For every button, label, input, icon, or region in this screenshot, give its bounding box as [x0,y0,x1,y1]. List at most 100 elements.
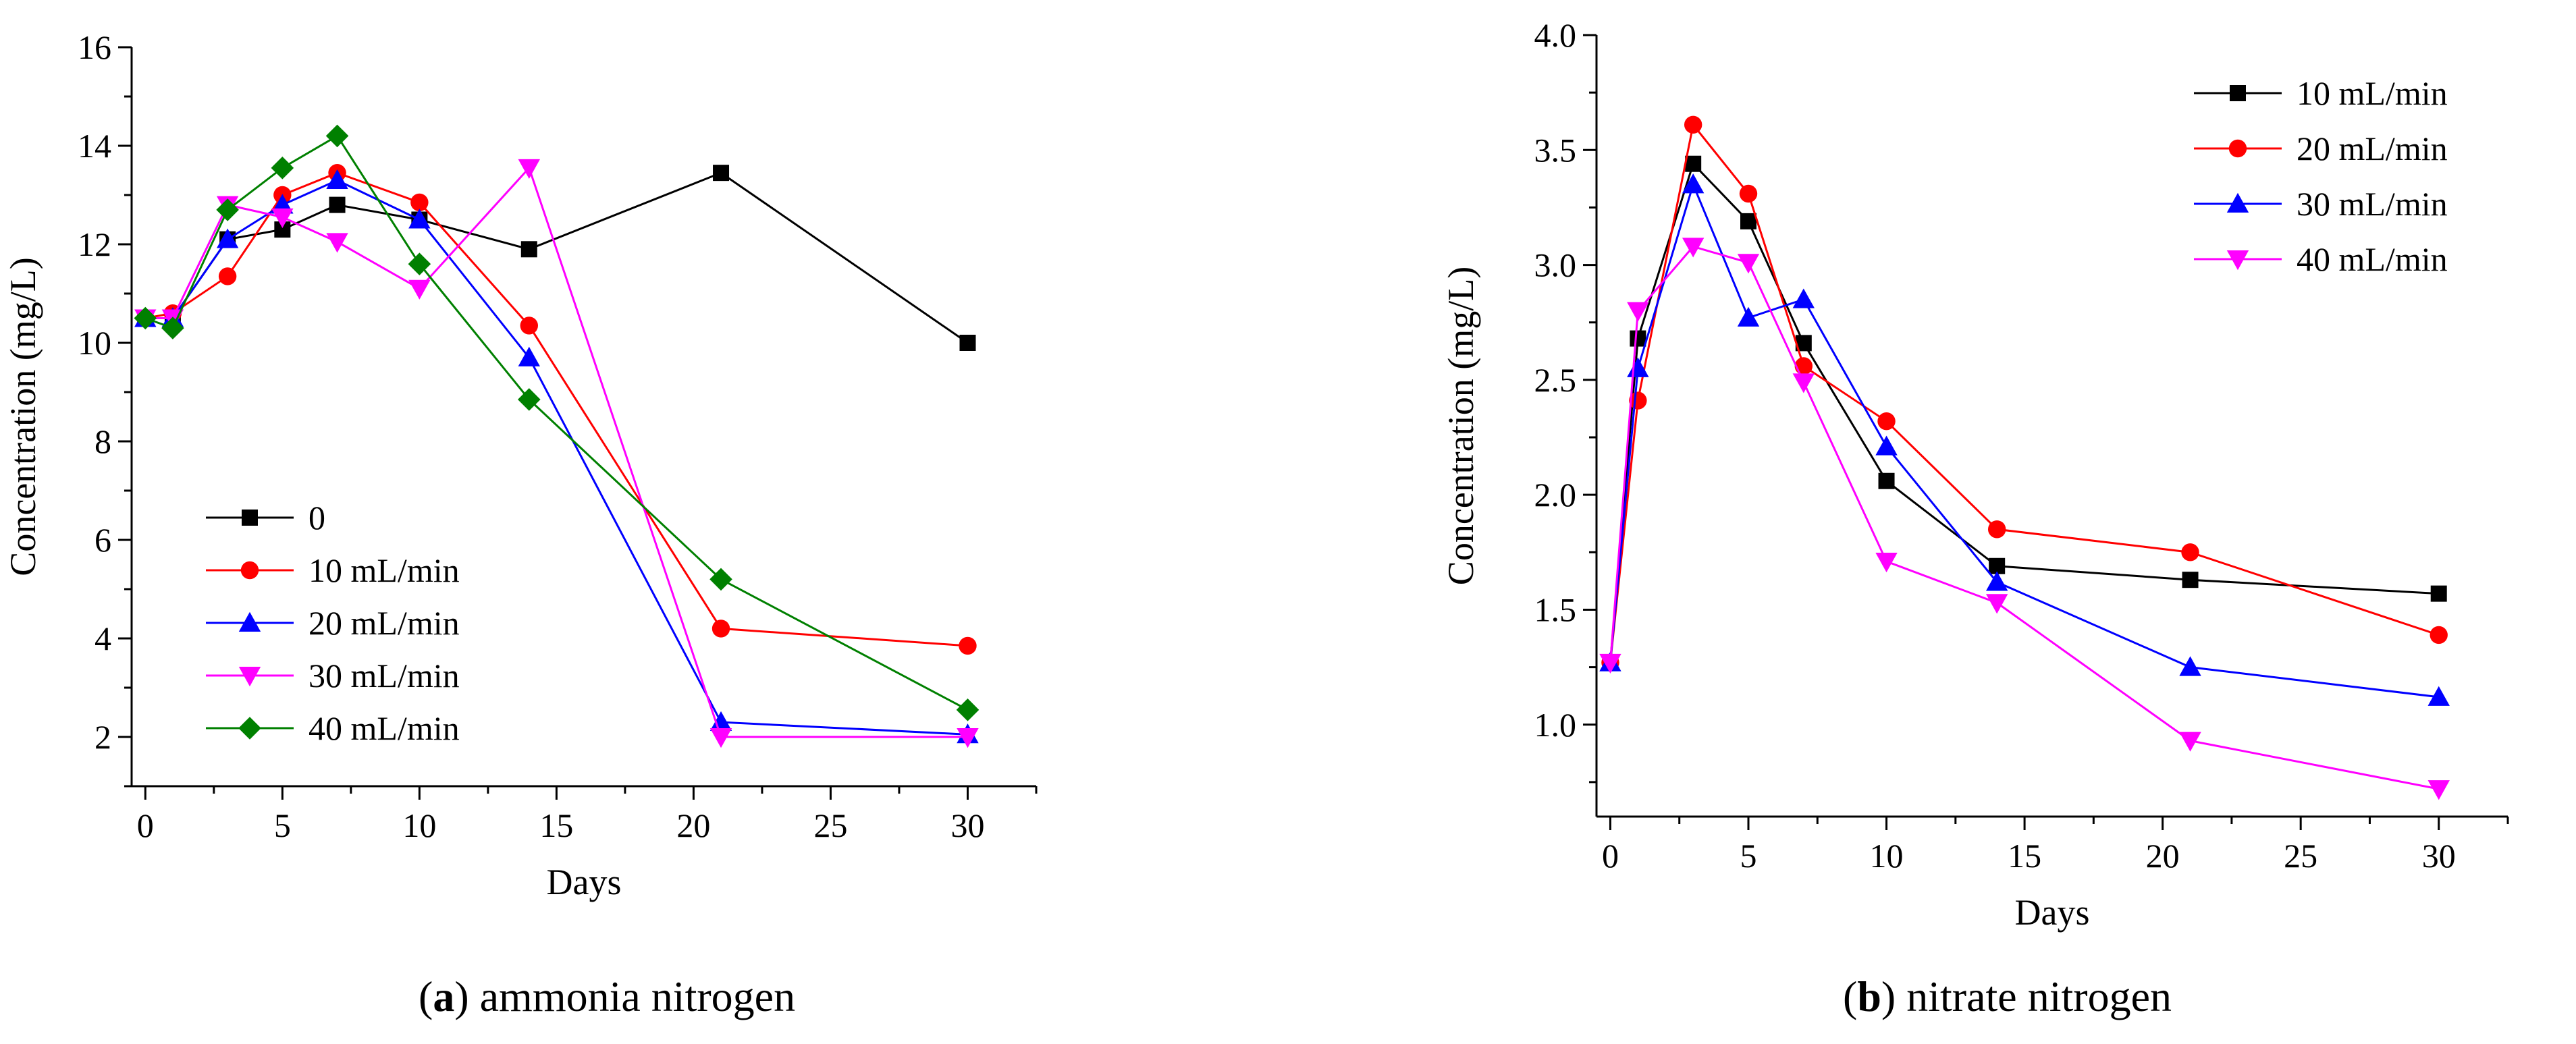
legend-label: 20 mL/min [2297,130,2448,167]
data-point [1684,115,1702,134]
y-tick-label: 2 [95,718,111,756]
data-point [408,252,431,275]
y-tick-label: 2.0 [1534,476,1577,514]
data-point [1987,520,2006,539]
y-axis-label: Concentration (mg/L) [1441,267,1481,585]
data-point [2427,686,2450,706]
x-tick-label: 0 [1602,837,1619,875]
legend-label: 40 mL/min [2297,240,2448,278]
y-tick-label: 4.0 [1534,16,1577,54]
y-tick-label: 14 [78,127,111,165]
data-point [1878,472,1895,489]
data-point [1599,653,1621,674]
series-line [145,179,968,736]
data-point [520,241,537,258]
data-point [1685,155,1702,172]
legend-marker [238,667,261,687]
data-point [2181,543,2199,561]
y-tick-label: 1.5 [1534,590,1577,628]
data-point [709,728,732,748]
series-40-ml-min [134,124,980,721]
legend-marker [242,510,258,526]
x-tick-label: 15 [539,806,573,844]
data-point [959,335,976,351]
y-tick-label: 3.5 [1534,131,1577,169]
y-tick-label: 3.0 [1534,246,1577,284]
data-point [2179,656,2201,676]
x-tick-label: 10 [402,806,436,844]
data-point [216,228,239,248]
legend-label: 30 mL/min [2297,185,2448,223]
data-point [1877,412,1896,431]
data-point [518,346,540,366]
legend-label: 10 mL/min [308,551,460,589]
series-line [1609,161,2439,663]
legend-marker [2226,250,2249,271]
legend-marker [240,561,259,580]
data-point [1737,254,1760,274]
x-tick-label: 20 [2146,837,2180,875]
data-point [1875,435,1898,456]
chart-b: 0 5 10 15 20 25 30 1.0 1.5 2.0 2.5 3.0 3.5 4.0 Days Con… [1441,16,2509,933]
data-point [2179,732,2201,752]
data-point [2430,585,2447,602]
y-tick-label: 12 [78,225,111,263]
caption-a: (a) ammonia nitrogen [419,972,796,1020]
data-point [956,698,980,721]
data-point [713,165,730,182]
legend-marker [238,717,261,740]
data-point [408,279,431,300]
data-point [1985,571,2008,591]
legend-marker [238,611,261,632]
data-point [1875,552,1898,573]
x-axis-label: Days [547,862,622,902]
caption-a-letter: a [433,972,455,1020]
data-point [709,711,732,732]
data-point [218,267,237,285]
data-point [1627,302,1649,322]
series-30-ml-min [134,159,979,748]
caption-a-text: ammonia nitrogen [479,972,796,1020]
x-tick-label: 30 [2422,837,2456,875]
data-point [325,124,349,148]
x-tick-label: 10 [1870,837,1904,875]
data-point [518,159,540,180]
legend-label: 0 [308,499,325,537]
data-point [1737,306,1760,327]
data-point [712,620,730,638]
y-tick-label: 1.0 [1534,706,1577,744]
legend-marker [2228,139,2247,158]
data-point [957,728,979,748]
y-tick-label: 2.5 [1534,361,1577,399]
data-point [161,317,184,339]
data-point [2430,626,2448,644]
x-tick-label: 0 [137,806,154,844]
y-axis-label: Concentration (mg/L) [3,257,43,576]
data-point [2427,780,2450,800]
data-point [326,233,348,253]
data-point [326,169,348,190]
data-point [1794,357,1813,375]
data-point [1630,330,1646,347]
data-point [1792,373,1815,393]
data-point [1739,184,1758,203]
legend-marker [2230,85,2246,101]
legend: 0 10 mL/min 20 mL/min 30 mL/min 40 mL/min [206,499,460,747]
caption-b: (b) nitrate nitrogen [1843,972,2172,1020]
y-tick-label: 6 [95,521,111,559]
y-tick-label: 8 [95,422,111,460]
y-tick-label: 10 [78,324,111,362]
series-line [1609,245,2440,790]
series-line [145,165,968,738]
x-tick-label: 5 [274,806,291,844]
x-tick-label: 5 [1740,837,1757,875]
legend: 10 mL/min 20 mL/min 30 mL/min 40 mL/min [2194,74,2448,278]
data-point [2182,572,2199,588]
data-point [134,306,157,330]
data-point [1682,173,1705,194]
data-point [1682,238,1705,258]
series-0 [137,165,976,351]
series-20-ml-min [134,169,979,744]
data-point [520,317,538,335]
